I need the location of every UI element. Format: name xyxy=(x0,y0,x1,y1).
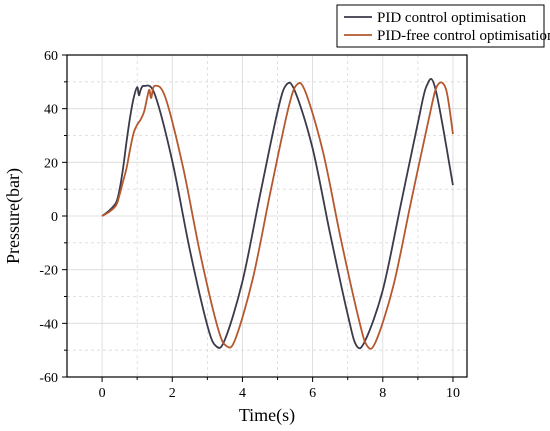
x-tick-label: 6 xyxy=(309,386,316,401)
series-line-pid-free xyxy=(101,81,454,350)
legend: PID control optimisation PID-free contro… xyxy=(336,4,550,48)
y-axis-title: Pressure(bar) xyxy=(3,168,24,264)
x-axis-title: Time(s) xyxy=(239,405,295,426)
x-tick-label: 10 xyxy=(446,386,460,401)
legend-box xyxy=(336,4,545,48)
x-tick-label: 2 xyxy=(169,386,176,401)
grid-lines xyxy=(67,55,467,377)
y-tick-label: 60 xyxy=(44,49,58,64)
series-line-pid xyxy=(101,78,454,350)
y-tick-label: 40 xyxy=(44,103,58,118)
y-tick-label: 20 xyxy=(44,156,58,171)
y-tick-label: -60 xyxy=(39,371,58,386)
legend-label-pid-free: PID-free control optimisation xyxy=(377,28,550,44)
axis-ticks: 0 2 4 6 8 10 -60 -40 -20 0 20 40 60 xyxy=(39,49,460,401)
series-lines xyxy=(101,78,454,350)
legend-label-pid: PID control optimisation xyxy=(377,10,527,26)
x-tick-label: 4 xyxy=(239,386,246,401)
y-tick-label: 0 xyxy=(51,210,58,225)
x-tick-label: 0 xyxy=(99,386,106,401)
y-tick-label: -20 xyxy=(39,264,58,279)
y-tick-label: -40 xyxy=(39,317,58,332)
x-tick-label: 8 xyxy=(379,386,386,401)
